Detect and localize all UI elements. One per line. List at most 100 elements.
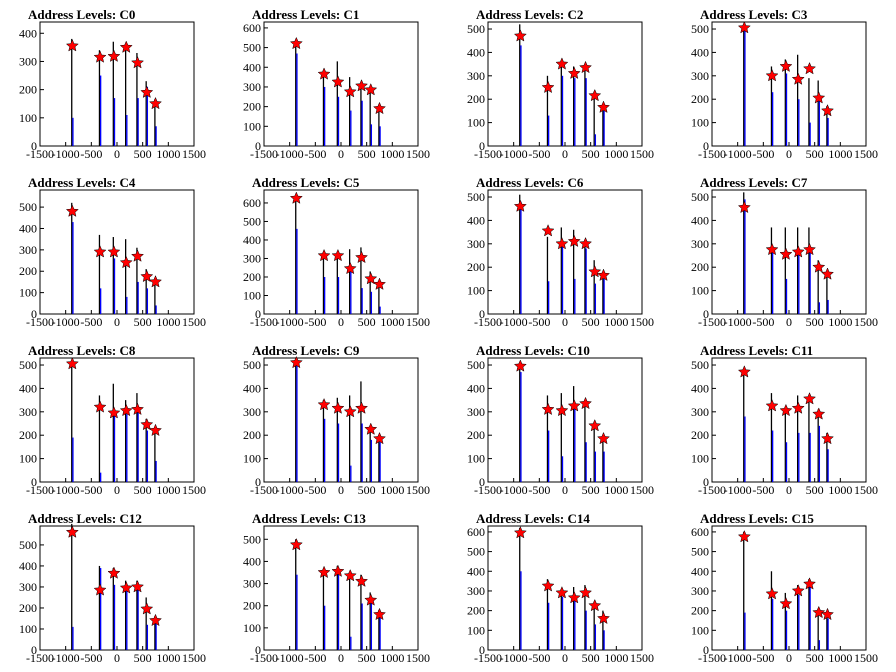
peak-marker: [555, 57, 569, 70]
peak-marker: [541, 402, 555, 416]
chart-panel: Address Levels: C6 0 100 200 300 400 500 -1500-…: [448, 168, 672, 336]
peak-marker: [513, 359, 527, 372]
y-tick-label: 200: [19, 428, 37, 442]
plot-frame: [263, 189, 419, 315]
x-tick-label: -500: [304, 651, 326, 665]
peak-marker: [567, 234, 581, 248]
peak-marker: [317, 565, 331, 579]
x-tick-label: -1500: [698, 147, 726, 161]
peak-marker: [343, 568, 357, 582]
peak-marker: [107, 245, 121, 258]
y-tick-label: 100: [467, 116, 485, 130]
x-tick-label: -500: [752, 315, 774, 329]
x-tick-label: 0: [786, 483, 792, 497]
y-tick-label: 0: [255, 643, 261, 657]
peak-marker: [331, 75, 345, 88]
y-tick-label: 400: [691, 564, 709, 578]
y-tick-label: 200: [19, 264, 37, 278]
x-tick-label: 1000: [604, 651, 628, 665]
peak-marker: [364, 593, 378, 606]
plot-frame: [39, 525, 195, 651]
peak-marker: [93, 400, 107, 413]
chart-title: Address Levels: C8: [28, 343, 136, 358]
y-tick-label: 100: [467, 452, 485, 466]
peak-marker: [579, 236, 593, 250]
peak-marker: [779, 596, 793, 610]
peak-marker: [331, 564, 345, 577]
x-tick-label: 0: [562, 651, 568, 665]
x-tick-label: -500: [304, 147, 326, 161]
peak-marker: [131, 580, 145, 593]
peak-marker: [331, 248, 345, 262]
x-tick-label: 1000: [156, 147, 180, 161]
peak-marker: [355, 574, 369, 587]
y-tick-label: 0: [31, 139, 37, 153]
y-tick-label: 100: [691, 452, 709, 466]
peak-marker: [567, 66, 581, 80]
x-tick-label: 1000: [380, 147, 404, 161]
peak-marker: [65, 204, 79, 217]
x-tick-label: 0: [338, 147, 344, 161]
peak-marker: [131, 249, 145, 262]
y-tick-label: 100: [467, 284, 485, 298]
y-tick-label: 300: [19, 54, 37, 68]
peak-marker: [588, 265, 602, 278]
peak-marker: [803, 577, 817, 590]
x-tick-label: -1500: [250, 483, 278, 497]
peak-marker: [107, 49, 121, 62]
y-tick-label: 500: [691, 22, 709, 36]
y-tick-label: 200: [691, 428, 709, 442]
y-tick-label: 100: [691, 623, 709, 637]
peak-marker: [541, 579, 555, 592]
x-tick-label: -1500: [26, 315, 54, 329]
peak-marker: [579, 60, 593, 74]
peak-marker: [140, 269, 154, 283]
chart-svg: Address Levels: C60100200300400500-1500-…: [467, 175, 654, 329]
x-tick-label: -1500: [250, 315, 278, 329]
chart-panel: Address Levels: C12 0 100 200 300 400 500 -1500…: [0, 504, 224, 672]
x-tick-label: 1500: [182, 651, 206, 665]
peak-marker: [140, 417, 154, 431]
plot-frame: [39, 357, 195, 483]
x-tick-label: -500: [80, 651, 102, 665]
peak-marker: [812, 260, 826, 273]
peak-marker: [355, 79, 369, 92]
x-tick-label: 1500: [406, 315, 430, 329]
y-tick-label: 300: [467, 237, 485, 251]
y-tick-label: 100: [243, 621, 261, 635]
y-tick-label: 500: [467, 358, 485, 372]
y-tick-label: 400: [243, 381, 261, 395]
peak-marker: [140, 602, 154, 615]
x-tick-label: 500: [806, 651, 824, 665]
peak-marker: [765, 68, 779, 82]
x-tick-label: 0: [338, 483, 344, 497]
x-tick-label: 500: [582, 651, 600, 665]
plot-frame: [711, 525, 867, 651]
y-tick-label: 100: [243, 288, 261, 302]
peak-marker: [107, 406, 121, 419]
x-tick-label: -1000: [52, 315, 80, 329]
x-tick-label: -1500: [474, 315, 502, 329]
peak-marker: [765, 242, 779, 256]
y-tick-label: 0: [31, 643, 37, 657]
y-tick-label: 500: [19, 200, 37, 214]
y-tick-label: 300: [691, 405, 709, 419]
peak-marker: [567, 399, 581, 412]
y-tick-label: 0: [703, 475, 709, 489]
peak-marker: [765, 587, 779, 600]
x-tick-label: -1000: [276, 147, 304, 161]
x-tick-label: -1000: [52, 651, 80, 665]
y-tick-label: 400: [691, 381, 709, 395]
peak-marker: [803, 242, 817, 256]
chart-svg: Address Levels: C15 0 100 200 300 400 500 600 -1…: [691, 511, 878, 665]
peak-marker: [588, 418, 602, 432]
y-tick-label: 300: [467, 69, 485, 83]
x-tick-label: 0: [562, 315, 568, 329]
chart-svg: Address Levels: C5 0 100 200 300 400 500 600 -15…: [243, 175, 430, 329]
y-tick-label: 100: [19, 622, 37, 636]
x-tick-label: 1500: [630, 651, 654, 665]
chart-title: Address Levels: C12: [28, 511, 142, 526]
peak-marker: [148, 423, 163, 437]
x-tick-label: 1500: [406, 651, 430, 665]
